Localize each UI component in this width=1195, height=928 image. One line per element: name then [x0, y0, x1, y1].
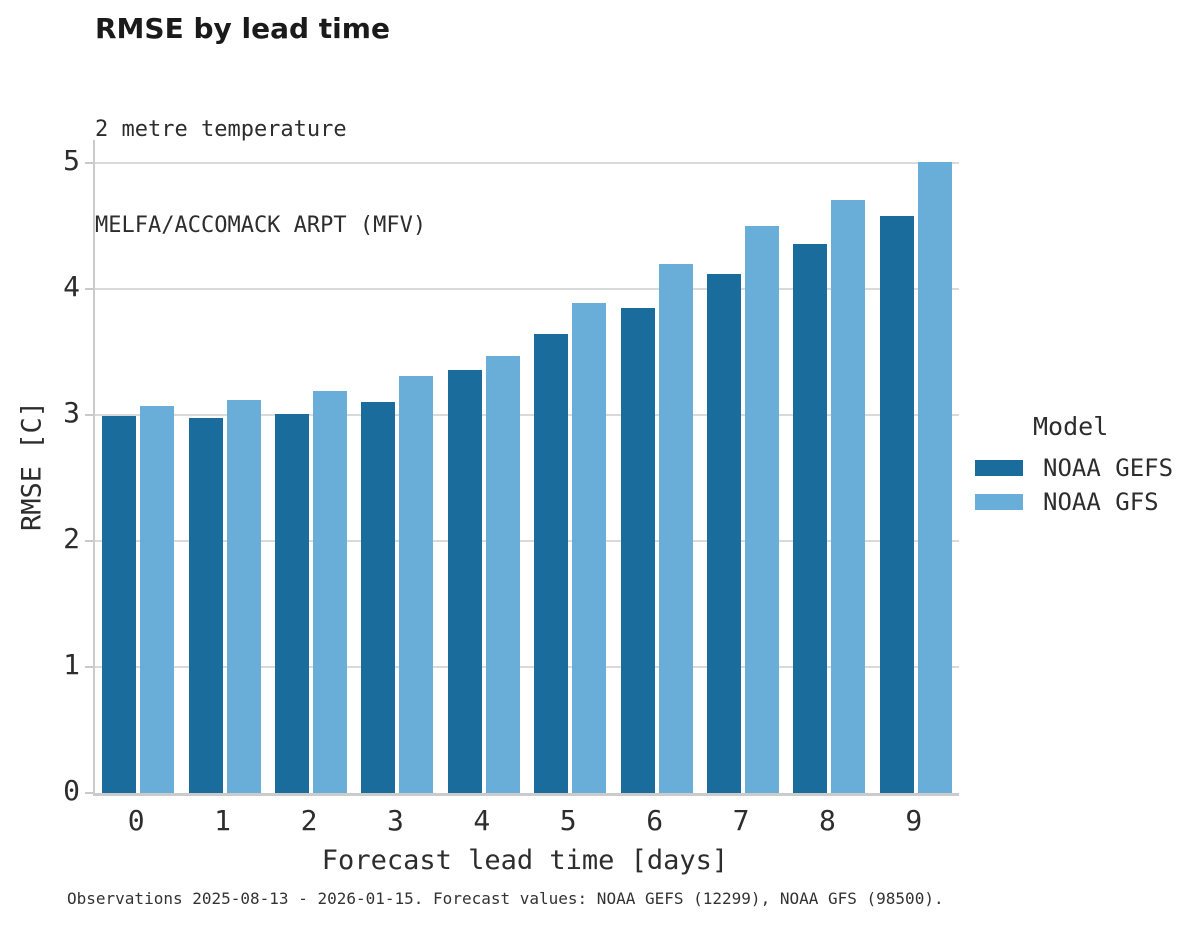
plot-area: [85, 140, 959, 796]
bar-noaa-gefs-lead-6: [620, 307, 655, 793]
x-tick-label-7: 7: [732, 804, 750, 837]
x-tick-label-9: 9: [905, 804, 923, 837]
y-tick-label-2: 2: [63, 522, 80, 555]
bar-noaa-gefs-lead-5: [534, 334, 569, 793]
bars-layer: [95, 140, 959, 793]
legend-label-noaa-gefs: NOAA GEFS: [1043, 454, 1174, 482]
y-tick-mark-5: [85, 162, 93, 164]
bar-noaa-gefs-lead-1: [188, 417, 223, 793]
bar-noaa-gefs-lead-9: [879, 215, 914, 793]
bar-noaa-gfs-lead-7: [745, 226, 780, 793]
bar-group-lead-2: [268, 140, 354, 793]
bar-noaa-gfs-lead-5: [572, 302, 607, 793]
y-axis-tick-labels: 0 1 2 3 4 5: [0, 140, 80, 807]
legend-entry-noaa-gfs: NOAA GFS: [975, 488, 1195, 516]
bar-noaa-gefs-lead-3: [361, 402, 396, 793]
y-tick-mark-2: [85, 540, 93, 542]
y-tick-mark-3: [85, 414, 93, 416]
bar-group-lead-6: [613, 140, 699, 793]
bar-noaa-gefs-lead-8: [793, 243, 828, 793]
bar-noaa-gfs-lead-1: [226, 399, 261, 793]
gridline-y-1: [95, 666, 959, 668]
chart-subtitle: 2 metre temperature MELFA/ACCOMACK ARPT …: [95, 50, 426, 306]
y-tick-mark-4: [85, 288, 93, 290]
bar-noaa-gfs-lead-6: [658, 263, 693, 793]
legend: Model NOAA GEFS NOAA GFS: [975, 410, 1195, 516]
bar-group-lead-5: [527, 140, 613, 793]
bar-noaa-gfs-lead-8: [831, 199, 866, 793]
x-tick-label-1: 1: [214, 804, 232, 837]
bar-noaa-gefs-lead-4: [447, 369, 482, 793]
subtitle-line-station: MELFA/ACCOMACK ARPT (MFV): [95, 213, 427, 238]
subtitle-line-variable: 2 metre temperature: [95, 117, 347, 142]
bar-group-lead-1: [181, 140, 267, 793]
x-axis-title: Forecast lead time [days]: [321, 845, 729, 876]
legend-entry-noaa-gefs: NOAA GEFS: [975, 454, 1195, 482]
legend-swatch-noaa-gfs: [975, 494, 1023, 510]
y-tick-label-0: 0: [63, 774, 80, 807]
bar-noaa-gfs-lead-0: [140, 406, 175, 793]
gridline-y-2: [95, 540, 959, 542]
caption-observations: Observations 2025-08-13 - 2026-01-15. Fo…: [67, 889, 944, 908]
bar-group-lead-7: [700, 140, 786, 793]
legend-label-noaa-gfs: NOAA GFS: [1043, 488, 1159, 516]
bar-noaa-gfs-lead-9: [917, 161, 952, 793]
x-tick-label-5: 5: [559, 804, 577, 837]
x-tick-label-8: 8: [819, 804, 836, 837]
x-tick-label-2: 2: [300, 804, 318, 837]
gridline-y-4: [95, 288, 959, 290]
bar-noaa-gfs-lead-3: [399, 375, 434, 793]
bar-group-lead-8: [786, 140, 872, 793]
y-tick-mark-1: [85, 666, 93, 668]
x-axis-tick-labels: 0 1 2 3 4 5 6 7 8 9: [93, 804, 957, 838]
bar-noaa-gefs-lead-7: [707, 273, 742, 793]
x-tick-label-0: 0: [127, 804, 145, 837]
y-tick-label-1: 1: [63, 648, 80, 681]
bar-noaa-gefs-lead-0: [102, 416, 137, 793]
y-tick-label-4: 4: [63, 270, 80, 303]
bar-group-lead-0: [95, 140, 181, 793]
legend-title: Model: [1033, 412, 1109, 441]
bar-group-lead-3: [354, 140, 440, 793]
bar-noaa-gfs-lead-4: [485, 355, 520, 793]
y-tick-label-3: 3: [63, 396, 80, 429]
x-tick-label-6: 6: [646, 804, 664, 837]
bar-noaa-gefs-lead-2: [275, 413, 310, 793]
x-tick-label-4: 4: [473, 804, 491, 837]
y-tick-label-5: 5: [63, 144, 80, 177]
chart-title: RMSE by lead time: [95, 12, 390, 45]
legend-swatch-noaa-gefs: [975, 460, 1023, 476]
bar-group-lead-4: [441, 140, 527, 793]
bar-group-lead-9: [873, 140, 959, 793]
y-tick-mark-0: [85, 792, 93, 794]
gridline-y-3: [95, 414, 959, 416]
x-tick-label-3: 3: [386, 804, 404, 837]
gridline-y-5: [95, 162, 959, 164]
bar-noaa-gfs-lead-2: [313, 391, 348, 793]
